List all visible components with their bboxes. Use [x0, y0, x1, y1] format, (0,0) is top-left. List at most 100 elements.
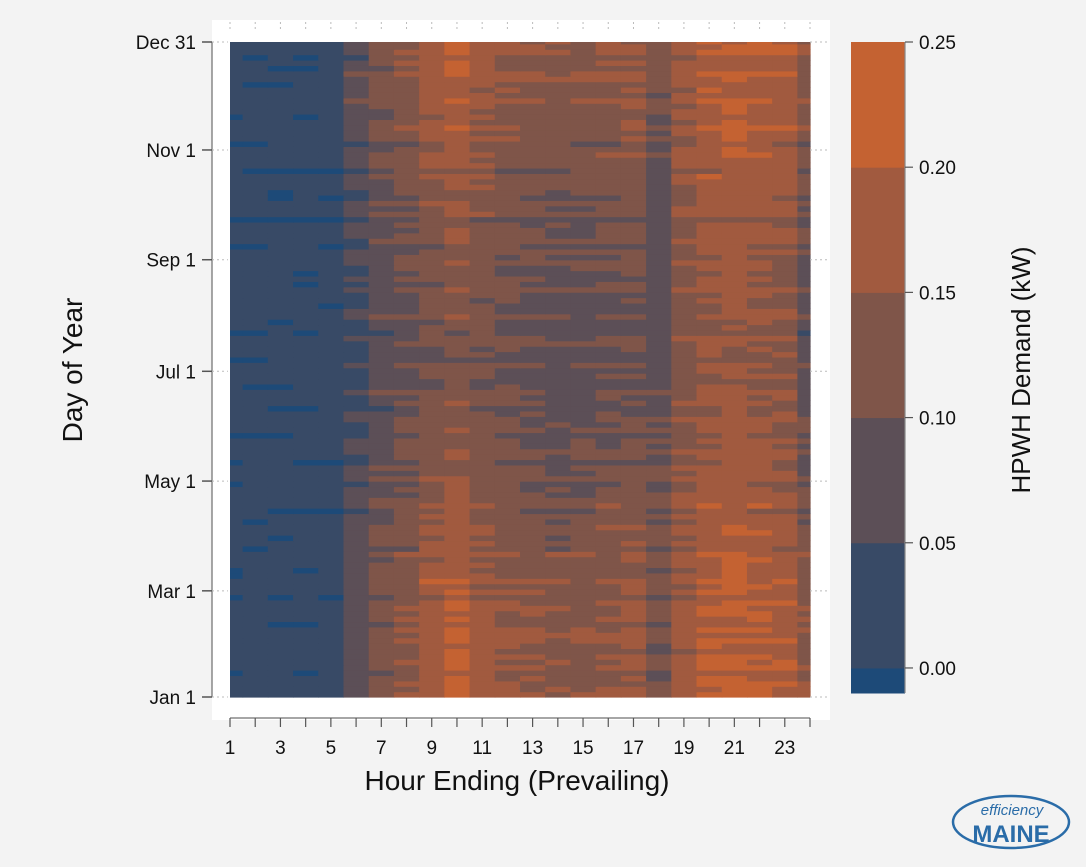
heatmap-cell [267, 454, 294, 461]
heatmap-cell [520, 162, 546, 169]
heatmap-cell [242, 54, 269, 61]
heatmap-cell [671, 151, 698, 158]
heatmap-cell [721, 173, 748, 180]
heatmap-cell [721, 664, 748, 671]
heatmap-cell [293, 189, 319, 196]
heatmap-cell [267, 340, 294, 347]
heatmap-cell [419, 659, 445, 666]
heatmap-cell [242, 59, 269, 66]
heatmap-cell [797, 578, 811, 585]
heatmap-cell [520, 135, 546, 142]
heatmap-cell [696, 605, 723, 612]
heatmap-cell [469, 238, 496, 245]
heatmap-cell [494, 659, 521, 666]
heatmap-cell [419, 632, 445, 639]
heatmap-cell [494, 184, 521, 191]
heatmap-cell [570, 335, 597, 342]
heatmap-cell [671, 594, 698, 601]
heatmap-cell [267, 383, 294, 390]
heatmap-cell [444, 211, 471, 218]
heatmap-cell [696, 464, 723, 471]
heatmap-cell [393, 643, 420, 650]
heatmap-cell [318, 356, 345, 363]
heatmap-cell [494, 178, 521, 185]
heatmap-cell [242, 151, 269, 158]
heatmap-cell [469, 162, 496, 169]
heatmap-cell [393, 572, 420, 579]
heatmap-cell [419, 545, 445, 552]
heatmap-cell [545, 216, 572, 223]
heatmap-cell [293, 610, 319, 617]
heatmap-cell [797, 594, 811, 601]
heatmap-cell [267, 319, 294, 326]
heatmap-cell [696, 140, 723, 147]
heatmap-cell [746, 405, 773, 412]
heatmap-cell [469, 670, 496, 677]
heatmap-cell [671, 486, 698, 493]
heatmap-cell [721, 286, 748, 293]
heatmap-cell [267, 189, 294, 196]
heatmap-cell [797, 524, 811, 531]
heatmap-cell [494, 211, 521, 218]
heatmap-cell [343, 562, 370, 569]
heatmap-cell [242, 567, 269, 574]
heatmap-cell [494, 691, 521, 698]
heatmap-cell [494, 664, 521, 671]
y-tick-label: Jan 1 [150, 688, 196, 709]
heatmap-cell [797, 92, 811, 99]
heatmap-cell [570, 513, 597, 520]
heatmap-cell [646, 335, 672, 342]
heatmap-cell [671, 275, 698, 282]
heatmap-cell [230, 265, 244, 272]
heatmap-cell [721, 497, 748, 504]
heatmap-cell [444, 200, 471, 207]
heatmap-cell [444, 356, 471, 363]
heatmap-cell [267, 86, 294, 93]
heatmap-cell [696, 43, 723, 50]
heatmap-cell [797, 464, 811, 471]
heatmap-cell [671, 248, 698, 255]
heatmap-cell [343, 632, 370, 639]
heatmap-cell [595, 146, 622, 153]
heatmap-cell [696, 378, 723, 385]
heatmap-cell [545, 65, 572, 72]
heatmap-cell [242, 508, 269, 515]
heatmap-cell [797, 394, 811, 401]
heatmap-cell [696, 97, 723, 104]
heatmap-cell [368, 459, 395, 466]
heatmap-cell [520, 254, 546, 261]
heatmap-cell [343, 545, 370, 552]
heatmap-cell [230, 481, 244, 488]
heatmap-cell [469, 653, 496, 660]
heatmap-cell [368, 599, 395, 606]
heatmap-cell [318, 135, 345, 142]
heatmap-cell [797, 621, 811, 628]
heatmap-cell [646, 221, 672, 228]
heatmap-cell [494, 42, 521, 45]
heatmap-cell [230, 502, 244, 509]
heatmap-cell [646, 383, 672, 390]
heatmap-cell [230, 313, 244, 320]
heatmap-cell [242, 108, 269, 115]
heatmap-cell [746, 572, 773, 579]
heatmap-cell [646, 265, 672, 272]
heatmap-cell [242, 410, 269, 417]
heatmap-cell [242, 254, 269, 261]
heatmap-cell [595, 103, 622, 110]
heatmap-cell [646, 389, 672, 396]
heatmap-cell [293, 42, 319, 45]
heatmap-cell [469, 265, 496, 272]
heatmap-cell [419, 49, 445, 56]
heatmap-cell [696, 270, 723, 277]
heatmap-cell [520, 232, 546, 239]
heatmap-cell [545, 497, 572, 504]
heatmap-cell [772, 302, 798, 309]
heatmap-cell [696, 383, 723, 390]
heatmap-cell [620, 497, 647, 504]
heatmap-cell [646, 670, 672, 677]
heatmap-cell [393, 605, 420, 612]
heatmap-cell [293, 508, 319, 515]
heatmap-cell [772, 340, 798, 347]
heatmap-cell [494, 670, 521, 677]
heatmap-cell [620, 351, 647, 358]
